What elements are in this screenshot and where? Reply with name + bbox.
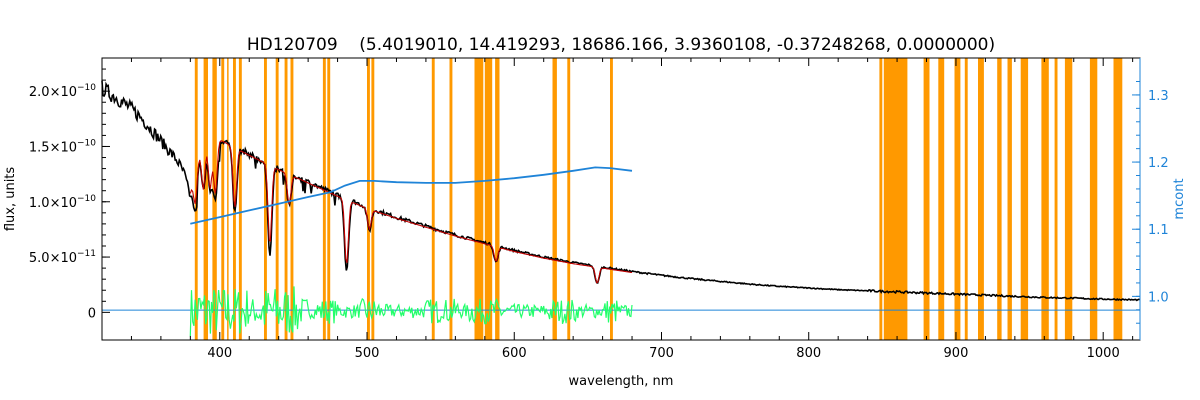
masked-region-35 [1064,58,1073,340]
masked-region-32 [1020,58,1029,340]
masked-region-33 [1041,58,1049,340]
masked-region-14 [371,58,375,340]
masked-region-20 [552,58,557,340]
x-tick-label-800: 800 [796,346,821,361]
masked-region-1 [203,58,208,340]
residual-series [189,286,633,337]
model-series [189,140,633,284]
axis-ticks: 400 500 600 700 800 900 1000 0 5.0×10−11 1.0×10−1… [29,57,1169,361]
x-tick-label-500: 500 [355,346,380,361]
y2-tick-label-0: 1.0 [1148,290,1169,305]
y-tick-label-0: 0 [88,306,96,321]
masked-region-29 [978,58,984,340]
masked-region-36 [1089,58,1098,340]
masked-region-21 [567,58,571,340]
mcont-series [190,166,633,225]
masked-region-22 [610,58,613,340]
masked-region-9 [284,58,288,340]
masked-region-23 [879,58,883,340]
y-tick-label-3: 1.5×10−10 [29,138,96,155]
masked-region-17 [474,58,484,340]
masked-region-11 [322,58,326,340]
masked-region-6 [238,58,242,340]
masked-region-16 [449,58,453,340]
masked-region-28 [964,58,968,340]
masked-region-15 [431,58,435,340]
masked-region-19 [495,58,500,340]
y-tick-label-2: 1.0×10−10 [29,194,96,211]
masked-region-31 [1007,58,1012,340]
x-tick-label-700: 700 [649,346,674,361]
masked-region-34 [1054,58,1058,340]
masked-region-10 [290,58,294,340]
masked-region-26 [938,58,945,340]
y2-axis-label: mcont [1172,178,1187,219]
masked-region-4 [227,58,229,340]
masked-region-5 [233,58,236,340]
series-layer [101,80,1141,337]
masked-region-3 [221,58,225,340]
masked-region-24 [883,58,908,340]
x-tick-label-400: 400 [207,346,232,361]
masked-region-12 [327,58,331,340]
x-tick-label-1000: 1000 [1087,346,1120,361]
masked-region-27 [954,58,961,340]
masked-region-7 [264,58,267,340]
y-axis-label: flux, units [3,167,18,232]
masked-region-8 [275,58,279,340]
masked-regions [194,58,1123,340]
masked-region-30 [997,58,1002,340]
x-tick-label-900: 900 [944,346,969,361]
y2-tick-label-2: 1.2 [1148,156,1169,171]
y-tick-label-4: 2.0×10−10 [29,83,96,100]
x-tick-label-600: 600 [502,346,527,361]
y2-tick-label-1: 1.1 [1148,223,1169,238]
masked-region-37 [1113,58,1123,340]
y-tick-label-1: 5.0×10−11 [29,249,96,266]
y2-tick-label-3: 1.3 [1148,89,1169,104]
chart-title: HD120709 (5.4019010, 14.419293, 18686.16… [247,35,995,55]
masked-region-13 [367,58,370,340]
x-axis-label: wavelength, nm [569,374,674,389]
masked-region-18 [484,58,493,340]
masked-region-25 [923,58,930,340]
